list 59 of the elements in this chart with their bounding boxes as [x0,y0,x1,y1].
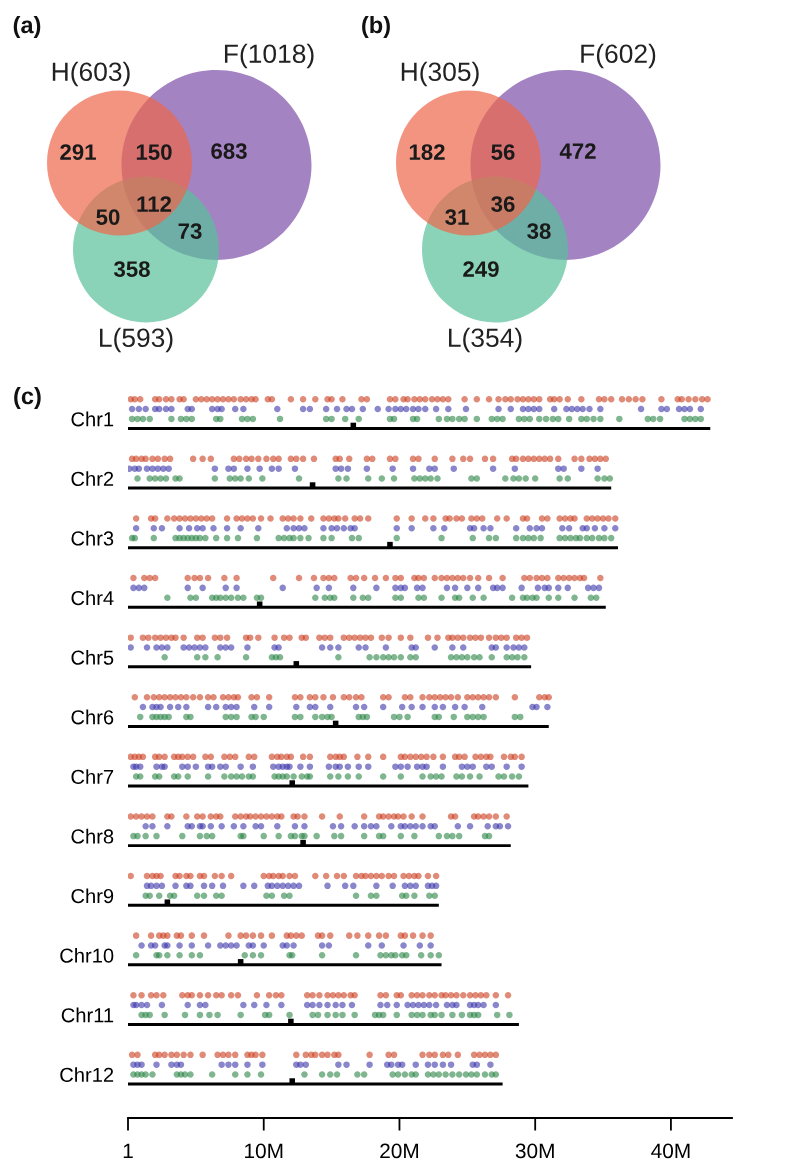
text: 683 [211,143,247,159]
x-tick-label: 1 [123,1143,133,1159]
y-tick-label: Chr1 [71,411,114,427]
x-tick-label: 20M [380,1143,419,1159]
text: 472 [559,143,596,159]
text: 56 [491,144,515,160]
chart-title: (c) [14,386,41,409]
bar [128,1022,519,1026]
category-label: H(603) [52,61,130,87]
bar [128,963,442,967]
text: 291 [60,144,96,160]
bar [128,665,532,669]
y-tick-label: Chr11 [61,1007,114,1023]
text: 73 [178,223,202,239]
text: (b) [362,16,390,38]
category-label: F(602) [581,43,656,69]
y-tick-label: Chr2 [71,471,114,486]
bar [128,784,529,788]
point [309,482,316,488]
x-tick-label: 40M [651,1143,690,1159]
bar [128,486,612,490]
y-tick-label: Chr5 [71,650,114,665]
point [237,959,244,965]
text: 249 [463,261,499,277]
y-tick-label: Chr10 [60,948,114,963]
text: 50 [96,209,120,225]
y-tick-label: Chr6 [71,709,114,725]
text: 182 [409,144,445,160]
point [293,661,300,667]
y-tick-label: Chr4 [71,590,114,606]
text: 31 [445,209,469,225]
category-label: H(305) [401,61,479,87]
text: 358 [113,261,150,277]
category-label: F(1018) [224,43,314,69]
point [300,839,306,846]
bar [128,546,618,550]
bar [128,605,606,609]
text: 112 [137,196,172,212]
y-tick-label: Chr3 [71,530,114,546]
text: 150 [136,144,172,160]
y-tick-label: Chr8 [71,828,114,844]
bar [128,1082,503,1086]
x-tick-label: 10M [245,1143,283,1159]
text: (a) [13,16,41,38]
text: 36 [491,196,515,212]
bar [128,426,711,430]
category-label: L(593) [100,327,173,353]
point [387,541,393,548]
point [289,1078,296,1084]
bar [128,724,549,728]
y-tick-label: Chr12 [60,1067,114,1082]
bar [128,903,439,907]
y-tick-label: Chr9 [71,888,114,904]
category-label: L(354) [449,327,522,353]
point [289,780,296,786]
x-tick-label: 30M [515,1143,554,1159]
y-tick-label: Chr7 [71,769,114,784]
text: 38 [527,223,551,239]
bar [128,844,511,848]
